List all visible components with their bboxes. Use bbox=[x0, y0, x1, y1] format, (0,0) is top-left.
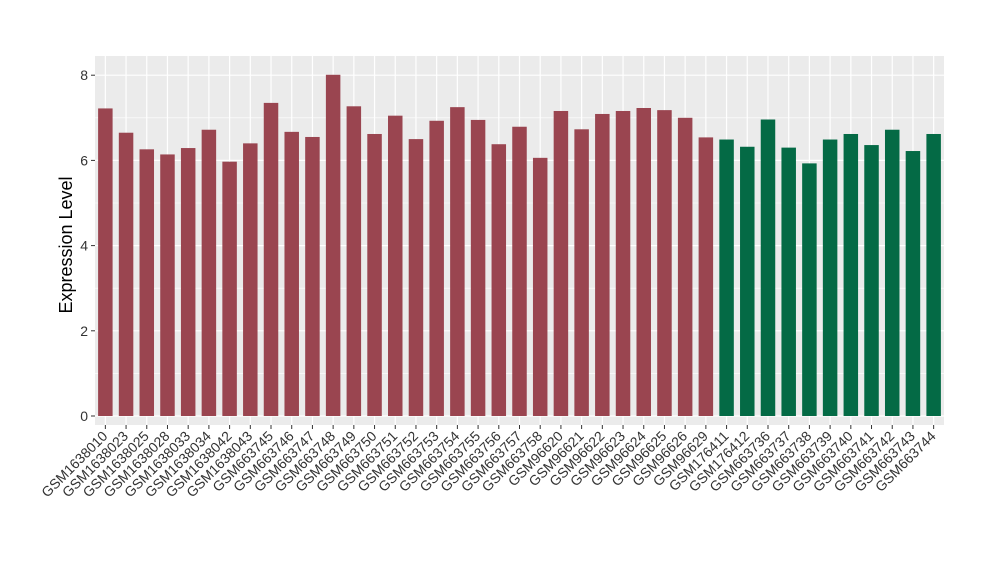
bar-GSM176411 bbox=[719, 139, 734, 416]
bar-GSM663754 bbox=[450, 107, 465, 417]
bar-GSM663753 bbox=[429, 120, 444, 417]
bar-GSM176412 bbox=[740, 146, 755, 416]
bar-GSM663746 bbox=[284, 131, 299, 416]
bar-GSM1638042 bbox=[222, 161, 237, 416]
y-tick-label: 0 bbox=[80, 408, 88, 424]
bar-GSM96623 bbox=[615, 110, 631, 416]
bar-GSM663740 bbox=[843, 133, 859, 416]
bar-GSM96621 bbox=[574, 129, 589, 416]
x-axis: GSM1638010GSM1638023GSM1638025GSM1638028… bbox=[38, 425, 939, 500]
bar-GSM663755 bbox=[470, 119, 486, 417]
bar-GSM663742 bbox=[884, 129, 900, 416]
bar-GSM663745 bbox=[263, 102, 279, 416]
bars bbox=[98, 74, 941, 417]
bar-GSM663747 bbox=[305, 136, 320, 416]
bar-GSM663751 bbox=[388, 115, 403, 417]
bar-GSM663748 bbox=[325, 74, 341, 417]
bar-GSM663758 bbox=[532, 157, 548, 416]
bar-GSM663757 bbox=[512, 126, 527, 416]
bar-GSM1638010 bbox=[98, 108, 113, 416]
bar-GSM663737 bbox=[781, 147, 796, 416]
bar-GSM663749 bbox=[346, 106, 362, 416]
bar-GSM1638023 bbox=[118, 132, 134, 416]
bar-GSM663738 bbox=[802, 163, 817, 416]
bar-GSM663739 bbox=[822, 139, 838, 416]
y-tick-label: 2 bbox=[80, 323, 88, 339]
bar-GSM1638034 bbox=[201, 129, 217, 416]
y-tick-label: 4 bbox=[80, 238, 88, 254]
bar-GSM663750 bbox=[367, 133, 382, 416]
bar-GSM96624 bbox=[636, 108, 651, 416]
y-tick-label: 6 bbox=[80, 152, 88, 168]
bar-GSM96629 bbox=[698, 137, 714, 416]
bar-GSM1638028 bbox=[160, 154, 175, 416]
bar-GSM96626 bbox=[677, 117, 693, 417]
bar-GSM663756 bbox=[491, 144, 507, 416]
bar-GSM663752 bbox=[408, 139, 424, 416]
bar-GSM96620 bbox=[553, 110, 569, 416]
bar-GSM663741 bbox=[864, 145, 879, 416]
y-tick-label: 8 bbox=[80, 67, 88, 83]
bar-GSM663744 bbox=[926, 133, 941, 416]
bar-GSM96625 bbox=[657, 110, 672, 416]
bar-GSM1638043 bbox=[243, 143, 258, 417]
bar-GSM1638033 bbox=[180, 148, 196, 416]
y-axis: 0 2 4 6 8 bbox=[80, 67, 95, 424]
bar-GSM1638025 bbox=[139, 149, 155, 416]
bar-GSM663736 bbox=[760, 119, 776, 416]
y-axis-title: Expression Level bbox=[56, 176, 76, 313]
bar-GSM663743 bbox=[905, 151, 921, 416]
bar-GSM96622 bbox=[595, 113, 610, 416]
